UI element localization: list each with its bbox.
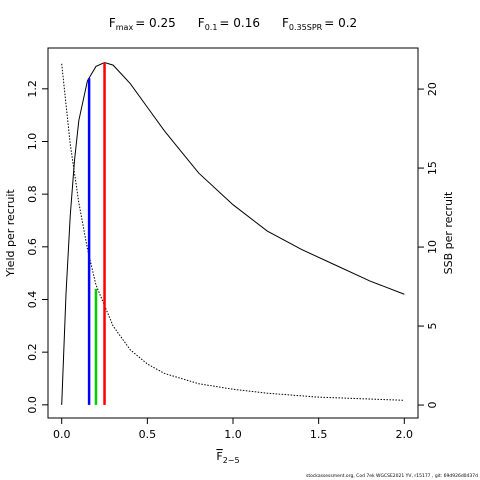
y-tick-label: 1.0 [26,133,39,151]
y2-tick-label: 20 [426,82,439,96]
y-tick-label: 0.6 [26,238,39,256]
y-tick-label: 0.0 [26,396,39,414]
title-subscript: 0.35SPR [289,23,323,32]
series-line [61,63,405,401]
y2-tick-label: 15 [426,161,439,175]
x-axis-label: F2−5 [216,450,239,465]
title-value: = 0.25 [135,16,176,30]
title-symbol: F [109,16,116,30]
x-tick-label: 1.5 [310,428,328,441]
y2-axis-label: SSB per recruit [442,191,455,274]
x-tick-label: 0.0 [53,428,71,441]
y-tick-label: 0.4 [26,291,39,309]
title-symbol: F [198,16,205,30]
title-subscript: max [116,23,134,32]
x-label-subscript: 2−5 [223,456,240,465]
y2-tick-label: 0 [426,402,439,409]
title-subscript: 0.1 [205,23,218,32]
footer: stockassessment.org, Cod 7ek WGCSE2021 Y… [306,473,478,479]
y-tick-label: 0.2 [26,343,39,361]
y-tick-label: 0.8 [26,185,39,203]
y2-tick-label: 5 [426,323,439,330]
x-label-symbol: F [216,450,222,463]
x-tick-label: 1.0 [224,428,242,441]
x-tick-label: 2.0 [396,428,414,441]
x-tick-label: 0.5 [139,428,157,441]
title-value: = 0.16 [219,16,260,30]
y2-tick-label: 10 [426,240,439,254]
y-axis-label: Yield per recruit [4,189,17,278]
series-line [61,61,405,405]
title-value: = 0.2 [324,16,357,30]
title-symbol: F [282,16,289,30]
chart-title: Fmax = 0.25 F0.1 = 0.16 F0.35SPR = 0.2 [109,16,357,32]
y-tick-label: 1.2 [26,80,39,98]
